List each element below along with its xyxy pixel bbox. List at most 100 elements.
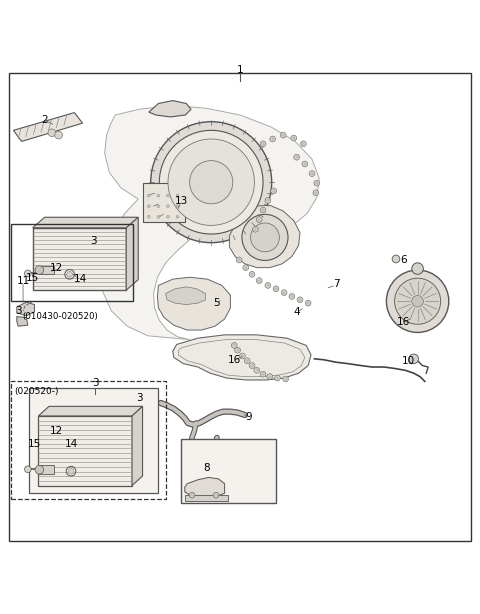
Bar bbox=[39, 465, 54, 474]
Circle shape bbox=[24, 466, 31, 473]
Circle shape bbox=[151, 122, 272, 243]
Text: 2: 2 bbox=[41, 115, 48, 125]
Circle shape bbox=[157, 204, 160, 208]
Circle shape bbox=[265, 282, 271, 289]
Polygon shape bbox=[166, 287, 205, 305]
Text: 11: 11 bbox=[16, 276, 30, 286]
Bar bbox=[143, 183, 185, 222]
Circle shape bbox=[159, 130, 263, 234]
Circle shape bbox=[409, 354, 419, 363]
Circle shape bbox=[249, 363, 255, 368]
Polygon shape bbox=[185, 478, 225, 498]
Text: 4: 4 bbox=[293, 307, 300, 317]
Text: 1: 1 bbox=[237, 65, 243, 76]
Bar bbox=[29, 387, 158, 493]
Circle shape bbox=[244, 358, 250, 363]
Text: 15: 15 bbox=[26, 273, 39, 283]
Circle shape bbox=[392, 255, 400, 263]
Circle shape bbox=[189, 492, 195, 498]
Polygon shape bbox=[17, 302, 35, 316]
Text: 12: 12 bbox=[50, 263, 63, 273]
Circle shape bbox=[300, 141, 306, 147]
Circle shape bbox=[157, 194, 160, 197]
Circle shape bbox=[412, 263, 423, 274]
Circle shape bbox=[167, 216, 169, 218]
Circle shape bbox=[231, 343, 237, 348]
Circle shape bbox=[260, 371, 266, 377]
Circle shape bbox=[236, 257, 242, 263]
Text: 8: 8 bbox=[203, 463, 210, 473]
Polygon shape bbox=[38, 406, 143, 416]
Circle shape bbox=[254, 368, 260, 373]
Text: 13: 13 bbox=[175, 196, 188, 206]
Text: 15: 15 bbox=[28, 439, 41, 449]
Circle shape bbox=[273, 286, 279, 292]
Bar bbox=[181, 439, 276, 503]
Bar bbox=[11, 225, 133, 301]
Bar bbox=[38, 416, 132, 486]
Text: 5: 5 bbox=[214, 298, 220, 308]
Circle shape bbox=[302, 161, 308, 167]
Circle shape bbox=[252, 227, 258, 232]
Polygon shape bbox=[173, 335, 311, 380]
Circle shape bbox=[243, 265, 249, 271]
Circle shape bbox=[283, 376, 288, 382]
Circle shape bbox=[280, 132, 286, 138]
Circle shape bbox=[256, 278, 262, 284]
Circle shape bbox=[267, 374, 273, 379]
Circle shape bbox=[147, 216, 150, 218]
Text: 14: 14 bbox=[74, 274, 87, 284]
Circle shape bbox=[314, 181, 320, 186]
Circle shape bbox=[281, 290, 287, 295]
Polygon shape bbox=[132, 406, 143, 486]
Polygon shape bbox=[17, 317, 28, 326]
Text: 3: 3 bbox=[15, 306, 22, 316]
Text: (010430-020520): (010430-020520) bbox=[23, 312, 98, 321]
Circle shape bbox=[275, 375, 280, 381]
Circle shape bbox=[176, 216, 179, 218]
Circle shape bbox=[249, 271, 255, 278]
Bar bbox=[33, 228, 126, 290]
Circle shape bbox=[395, 278, 441, 324]
Circle shape bbox=[48, 129, 56, 136]
Polygon shape bbox=[157, 278, 230, 330]
Circle shape bbox=[386, 270, 449, 332]
Circle shape bbox=[294, 154, 300, 160]
Circle shape bbox=[147, 194, 150, 197]
Circle shape bbox=[291, 135, 297, 141]
Bar bbox=[39, 266, 54, 274]
Circle shape bbox=[240, 353, 245, 359]
Circle shape bbox=[213, 492, 219, 498]
Text: 12: 12 bbox=[50, 426, 63, 436]
Circle shape bbox=[256, 217, 262, 222]
Text: 3: 3 bbox=[136, 393, 143, 403]
Text: 7: 7 bbox=[333, 279, 339, 289]
Text: 16: 16 bbox=[396, 317, 410, 327]
Circle shape bbox=[157, 216, 160, 218]
Circle shape bbox=[176, 204, 179, 208]
Polygon shape bbox=[149, 101, 191, 117]
Circle shape bbox=[242, 214, 288, 260]
Polygon shape bbox=[33, 217, 138, 228]
Circle shape bbox=[24, 270, 31, 277]
Circle shape bbox=[260, 207, 266, 213]
Circle shape bbox=[412, 295, 423, 307]
Polygon shape bbox=[229, 205, 300, 268]
Text: 3: 3 bbox=[90, 236, 97, 246]
Circle shape bbox=[67, 271, 72, 278]
Circle shape bbox=[313, 190, 319, 196]
Circle shape bbox=[305, 300, 311, 306]
Circle shape bbox=[265, 198, 271, 203]
Circle shape bbox=[251, 223, 279, 252]
Text: 16: 16 bbox=[228, 355, 241, 365]
Circle shape bbox=[309, 171, 315, 176]
Circle shape bbox=[147, 204, 150, 208]
Circle shape bbox=[176, 194, 179, 197]
Text: 6: 6 bbox=[400, 255, 407, 265]
Circle shape bbox=[35, 266, 44, 274]
Circle shape bbox=[35, 465, 44, 474]
Bar bbox=[11, 381, 166, 499]
Circle shape bbox=[270, 136, 276, 142]
Circle shape bbox=[167, 204, 169, 208]
Circle shape bbox=[297, 297, 303, 303]
